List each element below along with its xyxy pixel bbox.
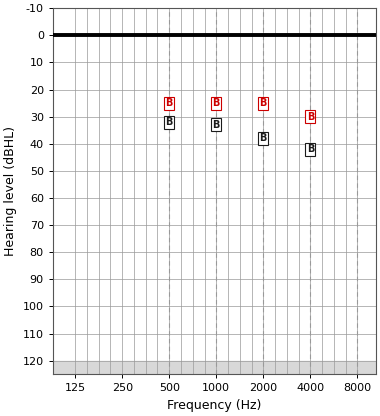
Text: B: B [307,144,314,154]
Text: B: B [212,120,220,130]
Text: B: B [260,134,267,144]
Text: B: B [212,98,220,108]
Text: B: B [260,98,267,108]
Text: B: B [166,98,173,108]
Y-axis label: Hearing level (dBHL): Hearing level (dBHL) [4,126,17,256]
Text: B: B [166,117,173,127]
X-axis label: Frequency (Hz): Frequency (Hz) [167,399,261,412]
Bar [53,361,376,374]
Text: B: B [307,111,314,121]
